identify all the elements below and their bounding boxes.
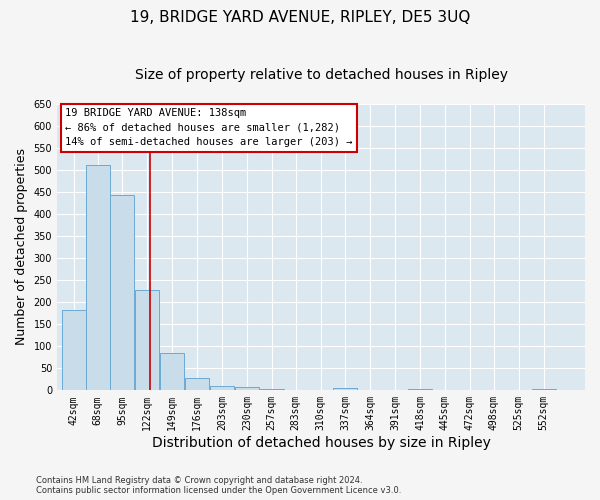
Bar bbox=[185, 378, 209, 390]
Bar bbox=[235, 387, 259, 390]
Bar bbox=[210, 386, 234, 390]
Bar bbox=[62, 310, 86, 390]
Bar bbox=[334, 388, 358, 390]
Bar bbox=[532, 388, 556, 390]
Text: 19, BRIDGE YARD AVENUE, RIPLEY, DE5 3UQ: 19, BRIDGE YARD AVENUE, RIPLEY, DE5 3UQ bbox=[130, 10, 470, 25]
X-axis label: Distribution of detached houses by size in Ripley: Distribution of detached houses by size … bbox=[152, 436, 490, 450]
Text: Contains HM Land Registry data © Crown copyright and database right 2024.
Contai: Contains HM Land Registry data © Crown c… bbox=[36, 476, 401, 495]
Y-axis label: Number of detached properties: Number of detached properties bbox=[15, 148, 28, 346]
Bar bbox=[136, 290, 160, 390]
Bar bbox=[160, 353, 184, 391]
Bar bbox=[260, 388, 284, 390]
Bar bbox=[86, 166, 110, 390]
Title: Size of property relative to detached houses in Ripley: Size of property relative to detached ho… bbox=[134, 68, 508, 82]
Bar bbox=[110, 195, 134, 390]
Text: 19 BRIDGE YARD AVENUE: 138sqm
← 86% of detached houses are smaller (1,282)
14% o: 19 BRIDGE YARD AVENUE: 138sqm ← 86% of d… bbox=[65, 108, 352, 148]
Bar bbox=[408, 388, 432, 390]
